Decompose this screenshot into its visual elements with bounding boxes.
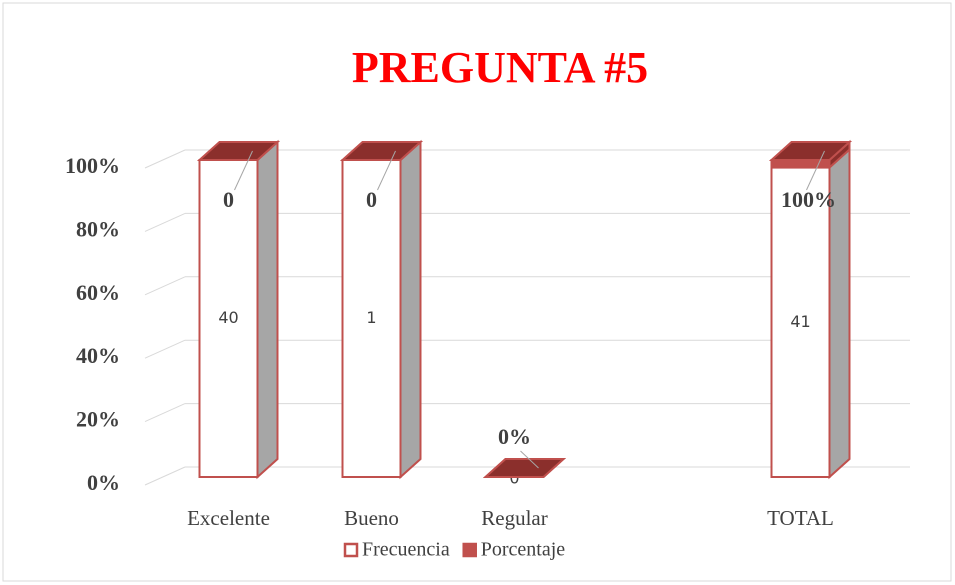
y-tick-label: 20% bbox=[76, 407, 120, 432]
x-tick-label: Regular bbox=[481, 506, 547, 530]
bar-face bbox=[399, 139, 422, 480]
y-tick-label: 100% bbox=[65, 153, 120, 178]
bar-face bbox=[341, 159, 402, 478]
bar-face bbox=[256, 139, 279, 480]
data-label: 40 bbox=[218, 308, 238, 327]
leader-line bbox=[520, 450, 539, 469]
y-tick-label: 0% bbox=[87, 470, 120, 495]
legend-label: Porcentaje bbox=[481, 539, 566, 561]
y-tick-label: 80% bbox=[76, 216, 120, 241]
data-label: 41 bbox=[790, 312, 810, 331]
bar bbox=[339, 141, 424, 161]
leader-line bbox=[806, 150, 825, 191]
chart-title: PREGUNTA #5 bbox=[352, 43, 648, 92]
bar bbox=[341, 139, 422, 480]
bar bbox=[482, 458, 567, 478]
data-label: 100% bbox=[781, 187, 836, 212]
y-tick-label: 40% bbox=[76, 343, 120, 368]
leader-line bbox=[377, 150, 396, 191]
bar-face bbox=[770, 166, 831, 479]
grid-line bbox=[144, 403, 186, 423]
grid-line bbox=[144, 149, 186, 169]
grid-line bbox=[144, 276, 186, 296]
legend-swatch bbox=[343, 542, 359, 558]
y-tick-label: 60% bbox=[76, 280, 120, 305]
x-tick-label: Excelente bbox=[187, 506, 270, 530]
legend-label: Frecuencia bbox=[362, 539, 450, 561]
data-label: 0% bbox=[498, 424, 531, 449]
bar bbox=[768, 139, 853, 170]
bar-face bbox=[482, 458, 567, 478]
data-label: 0 bbox=[366, 187, 377, 212]
data-label: 0 bbox=[223, 187, 234, 212]
leader-line bbox=[234, 150, 253, 191]
legend-swatch bbox=[462, 542, 477, 558]
bar-face bbox=[196, 141, 281, 161]
bar-face bbox=[770, 159, 831, 169]
x-tick-label: TOTAL bbox=[767, 506, 834, 530]
x-tick-label: Bueno bbox=[344, 506, 399, 530]
bar bbox=[196, 141, 281, 161]
bar-face bbox=[768, 141, 853, 161]
grid-line bbox=[144, 466, 186, 486]
bar-face bbox=[339, 141, 424, 161]
grid-line bbox=[144, 212, 186, 232]
grid-line bbox=[144, 339, 186, 359]
bar bbox=[770, 147, 851, 480]
data-label: 1 bbox=[366, 308, 376, 327]
